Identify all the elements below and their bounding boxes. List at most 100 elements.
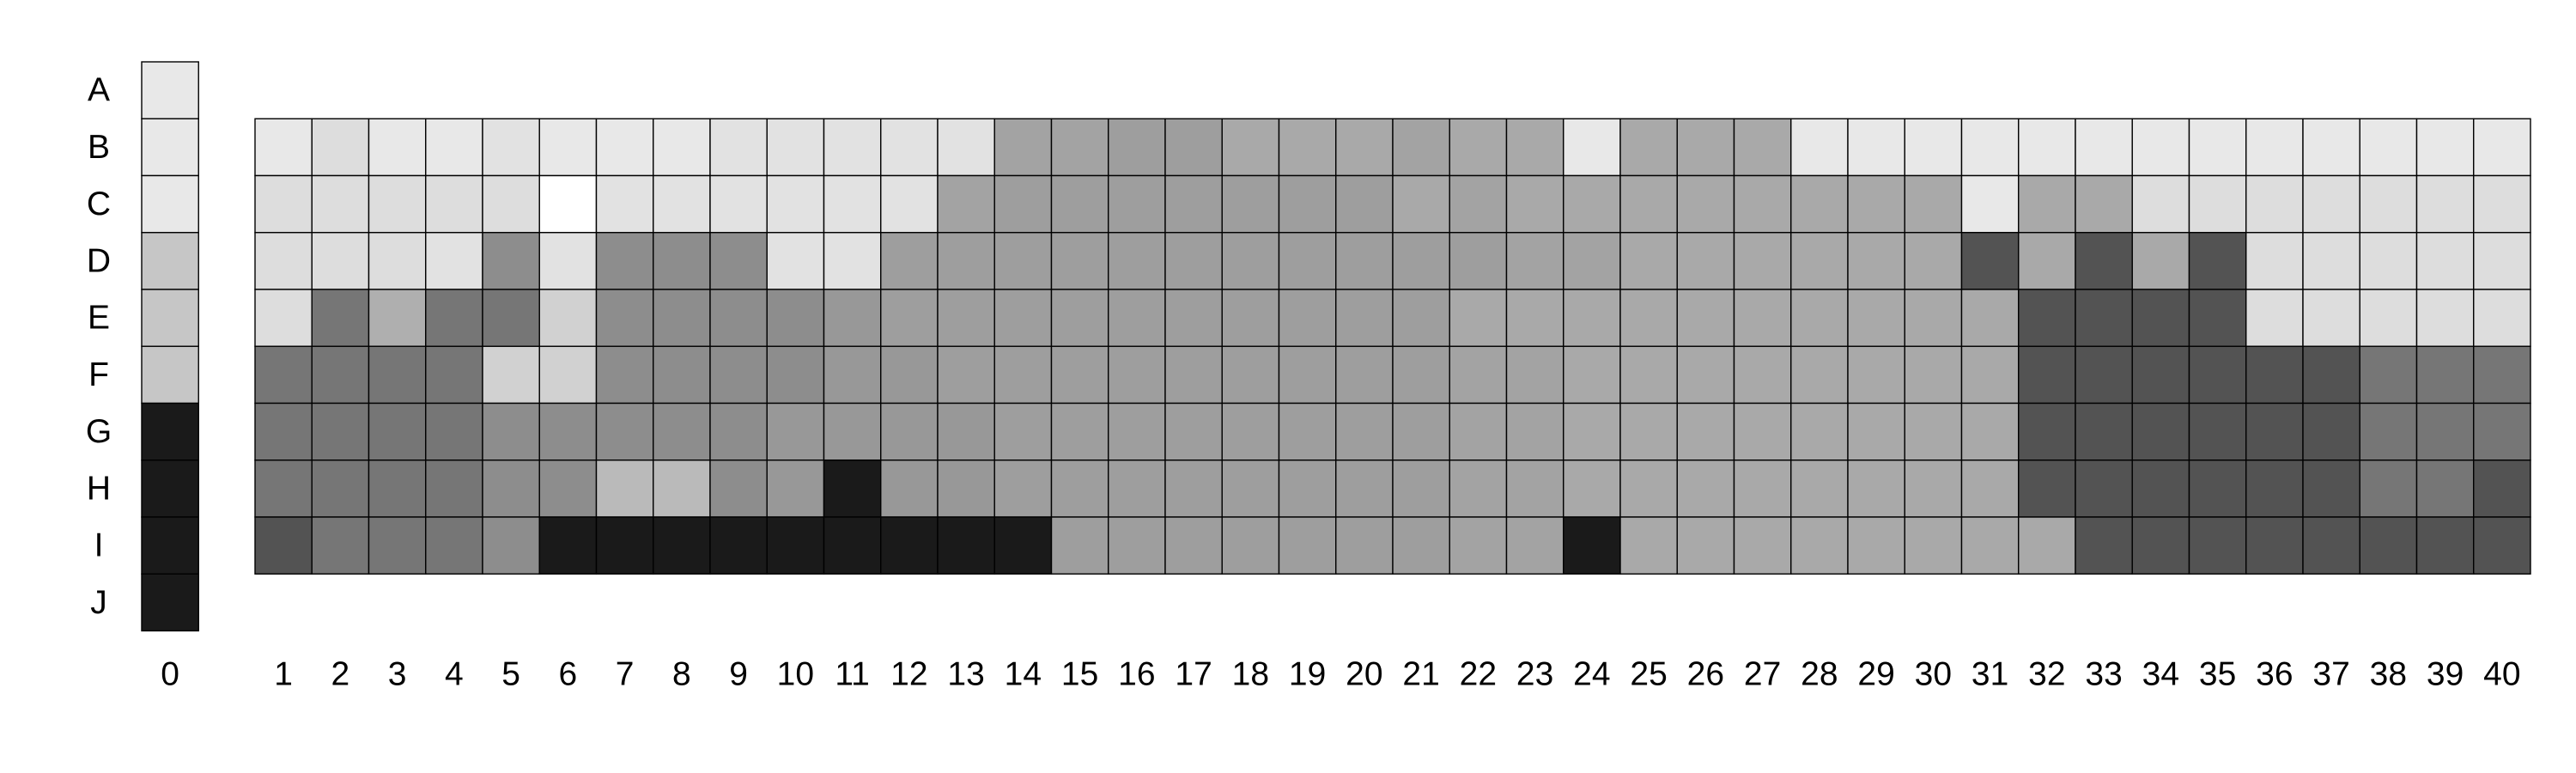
row-label-D: D bbox=[87, 242, 111, 279]
cell-H-14 bbox=[993, 460, 1053, 518]
column-label-36: 36 bbox=[2256, 656, 2293, 693]
cell-E-38 bbox=[2359, 289, 2418, 347]
cell-F-4 bbox=[425, 345, 483, 405]
cell-B-11 bbox=[823, 118, 882, 177]
column-label-7: 7 bbox=[616, 656, 635, 693]
column-label-23: 23 bbox=[1516, 656, 1553, 693]
cell-B-1 bbox=[254, 118, 313, 177]
cell-H-11 bbox=[823, 460, 882, 518]
cell-D-22 bbox=[1449, 232, 1508, 290]
cell-C-36 bbox=[2245, 174, 2304, 234]
cell-G-8 bbox=[653, 402, 711, 461]
cell-G-24 bbox=[1563, 402, 1621, 461]
cell-C-19 bbox=[1278, 174, 1337, 234]
cell-H-26 bbox=[1676, 460, 1735, 518]
cell-E-9 bbox=[709, 289, 768, 347]
cell-C-26 bbox=[1676, 174, 1735, 234]
cell-E-18 bbox=[1221, 289, 1280, 347]
cell-H-35 bbox=[2188, 460, 2247, 518]
cell-G-26 bbox=[1676, 402, 1735, 461]
cell-D-15 bbox=[1050, 232, 1109, 290]
cell-H-32 bbox=[2018, 460, 2076, 518]
cell-E-32 bbox=[2018, 289, 2076, 347]
cell-I-17 bbox=[1164, 516, 1223, 575]
cell-B-14 bbox=[993, 118, 1053, 177]
cell-E-31 bbox=[1960, 289, 2020, 347]
cell-E-16 bbox=[1108, 289, 1166, 347]
cell-G-12 bbox=[880, 402, 939, 461]
column-label-17: 17 bbox=[1175, 656, 1212, 693]
cell-B-24 bbox=[1563, 118, 1621, 177]
cell-E-2 bbox=[311, 289, 370, 347]
cell-F-14 bbox=[993, 345, 1053, 405]
column-label-28: 28 bbox=[1801, 656, 1838, 693]
cell-F-27 bbox=[1733, 345, 1792, 405]
cell-B-30 bbox=[1904, 118, 1963, 177]
cell-F-39 bbox=[2415, 345, 2475, 405]
cell-G-28 bbox=[1790, 402, 1849, 461]
column-label-29: 29 bbox=[1857, 656, 1894, 693]
cell-E-17 bbox=[1164, 289, 1223, 347]
cell-F-1 bbox=[254, 345, 313, 405]
cell-B-2 bbox=[311, 118, 370, 177]
column-label-37: 37 bbox=[2312, 656, 2349, 693]
cell-C-32 bbox=[2018, 174, 2076, 234]
cell-I-13 bbox=[937, 516, 995, 575]
cell-G-33 bbox=[2075, 402, 2133, 461]
column-label-6: 6 bbox=[559, 656, 578, 693]
cell-C-14 bbox=[993, 174, 1053, 234]
cell-E-21 bbox=[1392, 289, 1450, 347]
cell-B-26 bbox=[1676, 118, 1735, 177]
column-label-15: 15 bbox=[1061, 656, 1098, 693]
cell-H-28 bbox=[1790, 460, 1849, 518]
cell-C-24 bbox=[1563, 174, 1621, 234]
cell-F-23 bbox=[1505, 345, 1564, 405]
cell-I-36 bbox=[2245, 516, 2304, 575]
cell-G-21 bbox=[1392, 402, 1450, 461]
cell-F-37 bbox=[2302, 345, 2360, 405]
cell-D-38 bbox=[2359, 232, 2418, 290]
cell-E-40 bbox=[2473, 289, 2531, 347]
cell-G-25 bbox=[1619, 402, 1678, 461]
column-label-32: 32 bbox=[2028, 656, 2065, 693]
cell-B-25 bbox=[1619, 118, 1678, 177]
cell-H-1 bbox=[254, 460, 313, 518]
key-cell-G bbox=[141, 402, 199, 461]
cell-D-19 bbox=[1278, 232, 1337, 290]
cell-B-4 bbox=[425, 118, 483, 177]
cell-I-12 bbox=[880, 516, 939, 575]
cell-H-34 bbox=[2131, 460, 2190, 518]
cell-G-9 bbox=[709, 402, 768, 461]
cell-E-20 bbox=[1335, 289, 1394, 347]
cell-B-3 bbox=[368, 118, 427, 177]
cell-H-19 bbox=[1278, 460, 1337, 518]
cell-B-28 bbox=[1790, 118, 1849, 177]
cell-F-29 bbox=[1847, 345, 1905, 405]
cell-H-30 bbox=[1904, 460, 1963, 518]
cell-C-15 bbox=[1050, 174, 1109, 234]
cell-I-16 bbox=[1108, 516, 1166, 575]
cell-G-1 bbox=[254, 402, 313, 461]
column-label-12: 12 bbox=[890, 656, 927, 693]
cell-B-13 bbox=[937, 118, 995, 177]
cell-C-31 bbox=[1960, 174, 2020, 234]
cell-D-26 bbox=[1676, 232, 1735, 290]
column-label-3: 3 bbox=[388, 656, 407, 693]
cell-D-29 bbox=[1847, 232, 1905, 290]
cell-D-8 bbox=[653, 232, 711, 290]
cell-F-35 bbox=[2188, 345, 2247, 405]
cell-G-16 bbox=[1108, 402, 1166, 461]
cell-G-3 bbox=[368, 402, 427, 461]
column-label-11: 11 bbox=[835, 656, 870, 693]
key-cell-A bbox=[141, 61, 199, 119]
cell-D-1 bbox=[254, 232, 313, 290]
cell-B-27 bbox=[1733, 118, 1792, 177]
cell-I-28 bbox=[1790, 516, 1849, 575]
cell-D-2 bbox=[311, 232, 370, 290]
cell-F-9 bbox=[709, 345, 768, 405]
cell-B-38 bbox=[2359, 118, 2418, 177]
cell-C-1 bbox=[254, 174, 313, 234]
cell-F-10 bbox=[766, 345, 825, 405]
cell-C-2 bbox=[311, 174, 370, 234]
cell-D-21 bbox=[1392, 232, 1450, 290]
